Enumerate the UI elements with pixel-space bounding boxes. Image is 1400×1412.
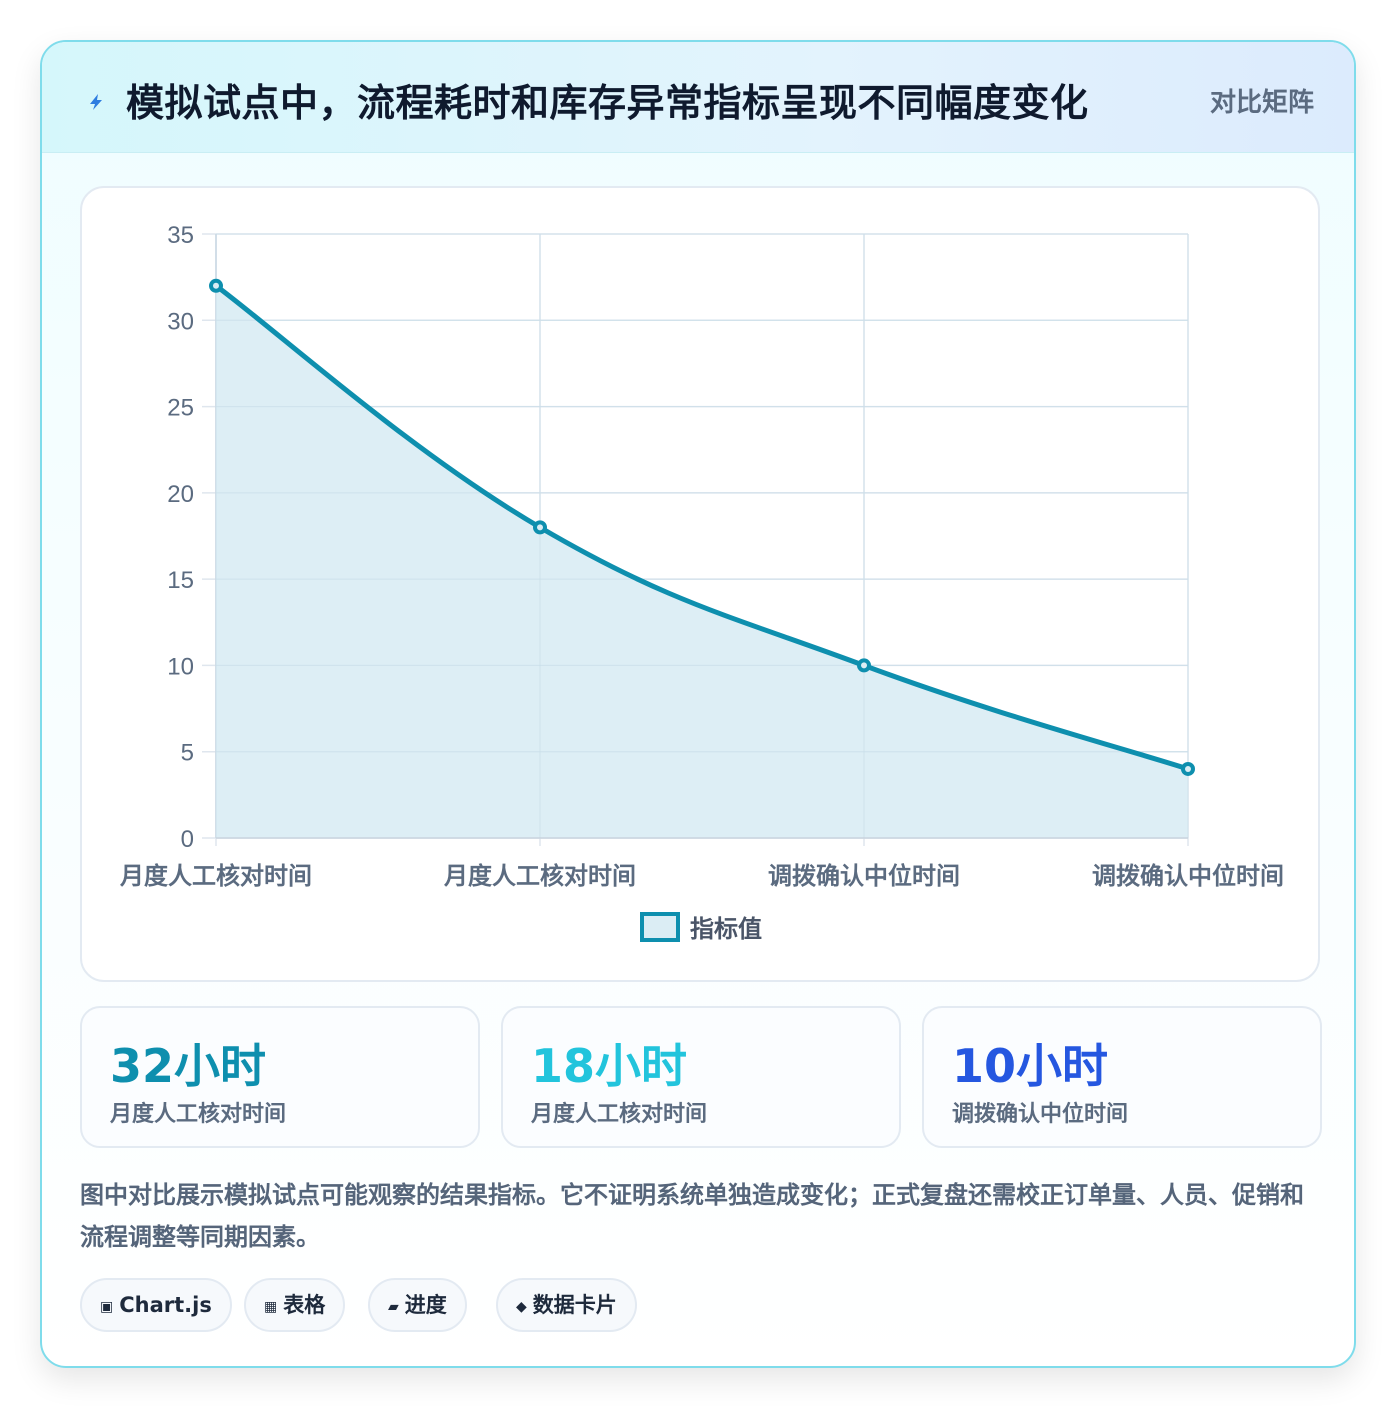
y-tick-label: 35 (167, 222, 194, 249)
chart-panel: 0 5 10 15 20 25 30 35 月度人工核对时间 月度人工核对时间 调拨确认中位时间 调拨… (80, 186, 1320, 982)
y-tick-label: 10 (167, 653, 194, 680)
stat-card: 32小时 月度人工核对时间 (80, 1006, 480, 1148)
series-line (214, 283, 1189, 772)
card-header: 模拟试点中，流程耗时和库存异常指标呈现不同幅度变化 对比矩阵 (42, 42, 1354, 153)
legend-label: 指标值 (690, 915, 762, 943)
stat-card: 18小时 月度人工核对时间 (501, 1006, 901, 1148)
stat-value: 10小时 (952, 1039, 1109, 1093)
stat-value: 18小时 (531, 1039, 688, 1093)
chip-datacards[interactable]: ◆ 数据卡片 (496, 1278, 637, 1332)
lightning-icon (90, 94, 102, 110)
data-point-center (537, 524, 543, 531)
data-point-center (1185, 765, 1191, 772)
line-chart: 0 5 10 15 20 25 30 35 月度人工核对时间 月度人工核对时间 调拨确认中位时间 调拨… (119, 222, 1284, 943)
table-icon: ▦ (264, 1299, 278, 1315)
x-tick-label: 月度人工核对时间 (443, 862, 636, 890)
chip-progress[interactable]: ▰ 进度 (368, 1278, 467, 1332)
diamond-icon: ◆ (516, 1299, 527, 1315)
stat-value: 32小时 (110, 1039, 267, 1093)
x-tick-label: 调拨确认中位时间 (1092, 862, 1284, 890)
x-tick-label: 调拨确认中位时间 (768, 862, 960, 890)
y-tick-label: 25 (167, 395, 194, 422)
y-tick-label: 15 (167, 567, 194, 594)
y-tick-label: 0 (181, 826, 194, 853)
stat-label: 调拨确认中位时间 (952, 1102, 1129, 1127)
stat-label: 月度人工核对时间 (531, 1102, 708, 1127)
chip-label: 数据卡片 (532, 1293, 617, 1317)
stat-card: 10小时 调拨确认中位时间 (922, 1006, 1322, 1148)
chart-icon: ▣ (100, 1299, 114, 1315)
series-area (216, 285, 1188, 838)
chip-label: 表格 (283, 1293, 326, 1317)
chip-chartjs[interactable]: ▣ Chart.js (80, 1278, 232, 1332)
x-tick-label: 月度人工核对时间 (119, 862, 312, 890)
view-tag[interactable]: 对比矩阵 (1209, 88, 1314, 118)
chart-card: 模拟试点中，流程耗时和库存异常指标呈现不同幅度变化 对比矩阵 0 5 10 15 20 2… (40, 40, 1356, 1368)
progress-icon: ▰ (388, 1299, 399, 1315)
y-tick-label: 20 (167, 481, 194, 508)
page-title: 模拟试点中，流程耗时和库存异常指标呈现不同幅度变化 (126, 81, 1089, 125)
chip-label: Chart.js (119, 1293, 212, 1317)
y-tick-label: 5 (181, 740, 194, 767)
data-point-center (213, 282, 219, 289)
legend-swatch (640, 912, 680, 942)
data-point-center (861, 662, 867, 669)
stat-cards: 32小时 月度人工核对时间 18小时 月度人工核对时间 10小时 调拨确认中位时… (80, 1006, 1322, 1148)
stat-label: 月度人工核对时间 (110, 1102, 287, 1127)
chip-table[interactable]: ▦ 表格 (244, 1278, 346, 1332)
chart-note: 图中对比展示模拟试点可能观察的结果指标。它不证明系统单独造成变化；正式复盘还需校… (80, 1181, 1304, 1251)
chip-label: 进度 (404, 1293, 447, 1317)
y-tick-label: 30 (167, 308, 194, 335)
